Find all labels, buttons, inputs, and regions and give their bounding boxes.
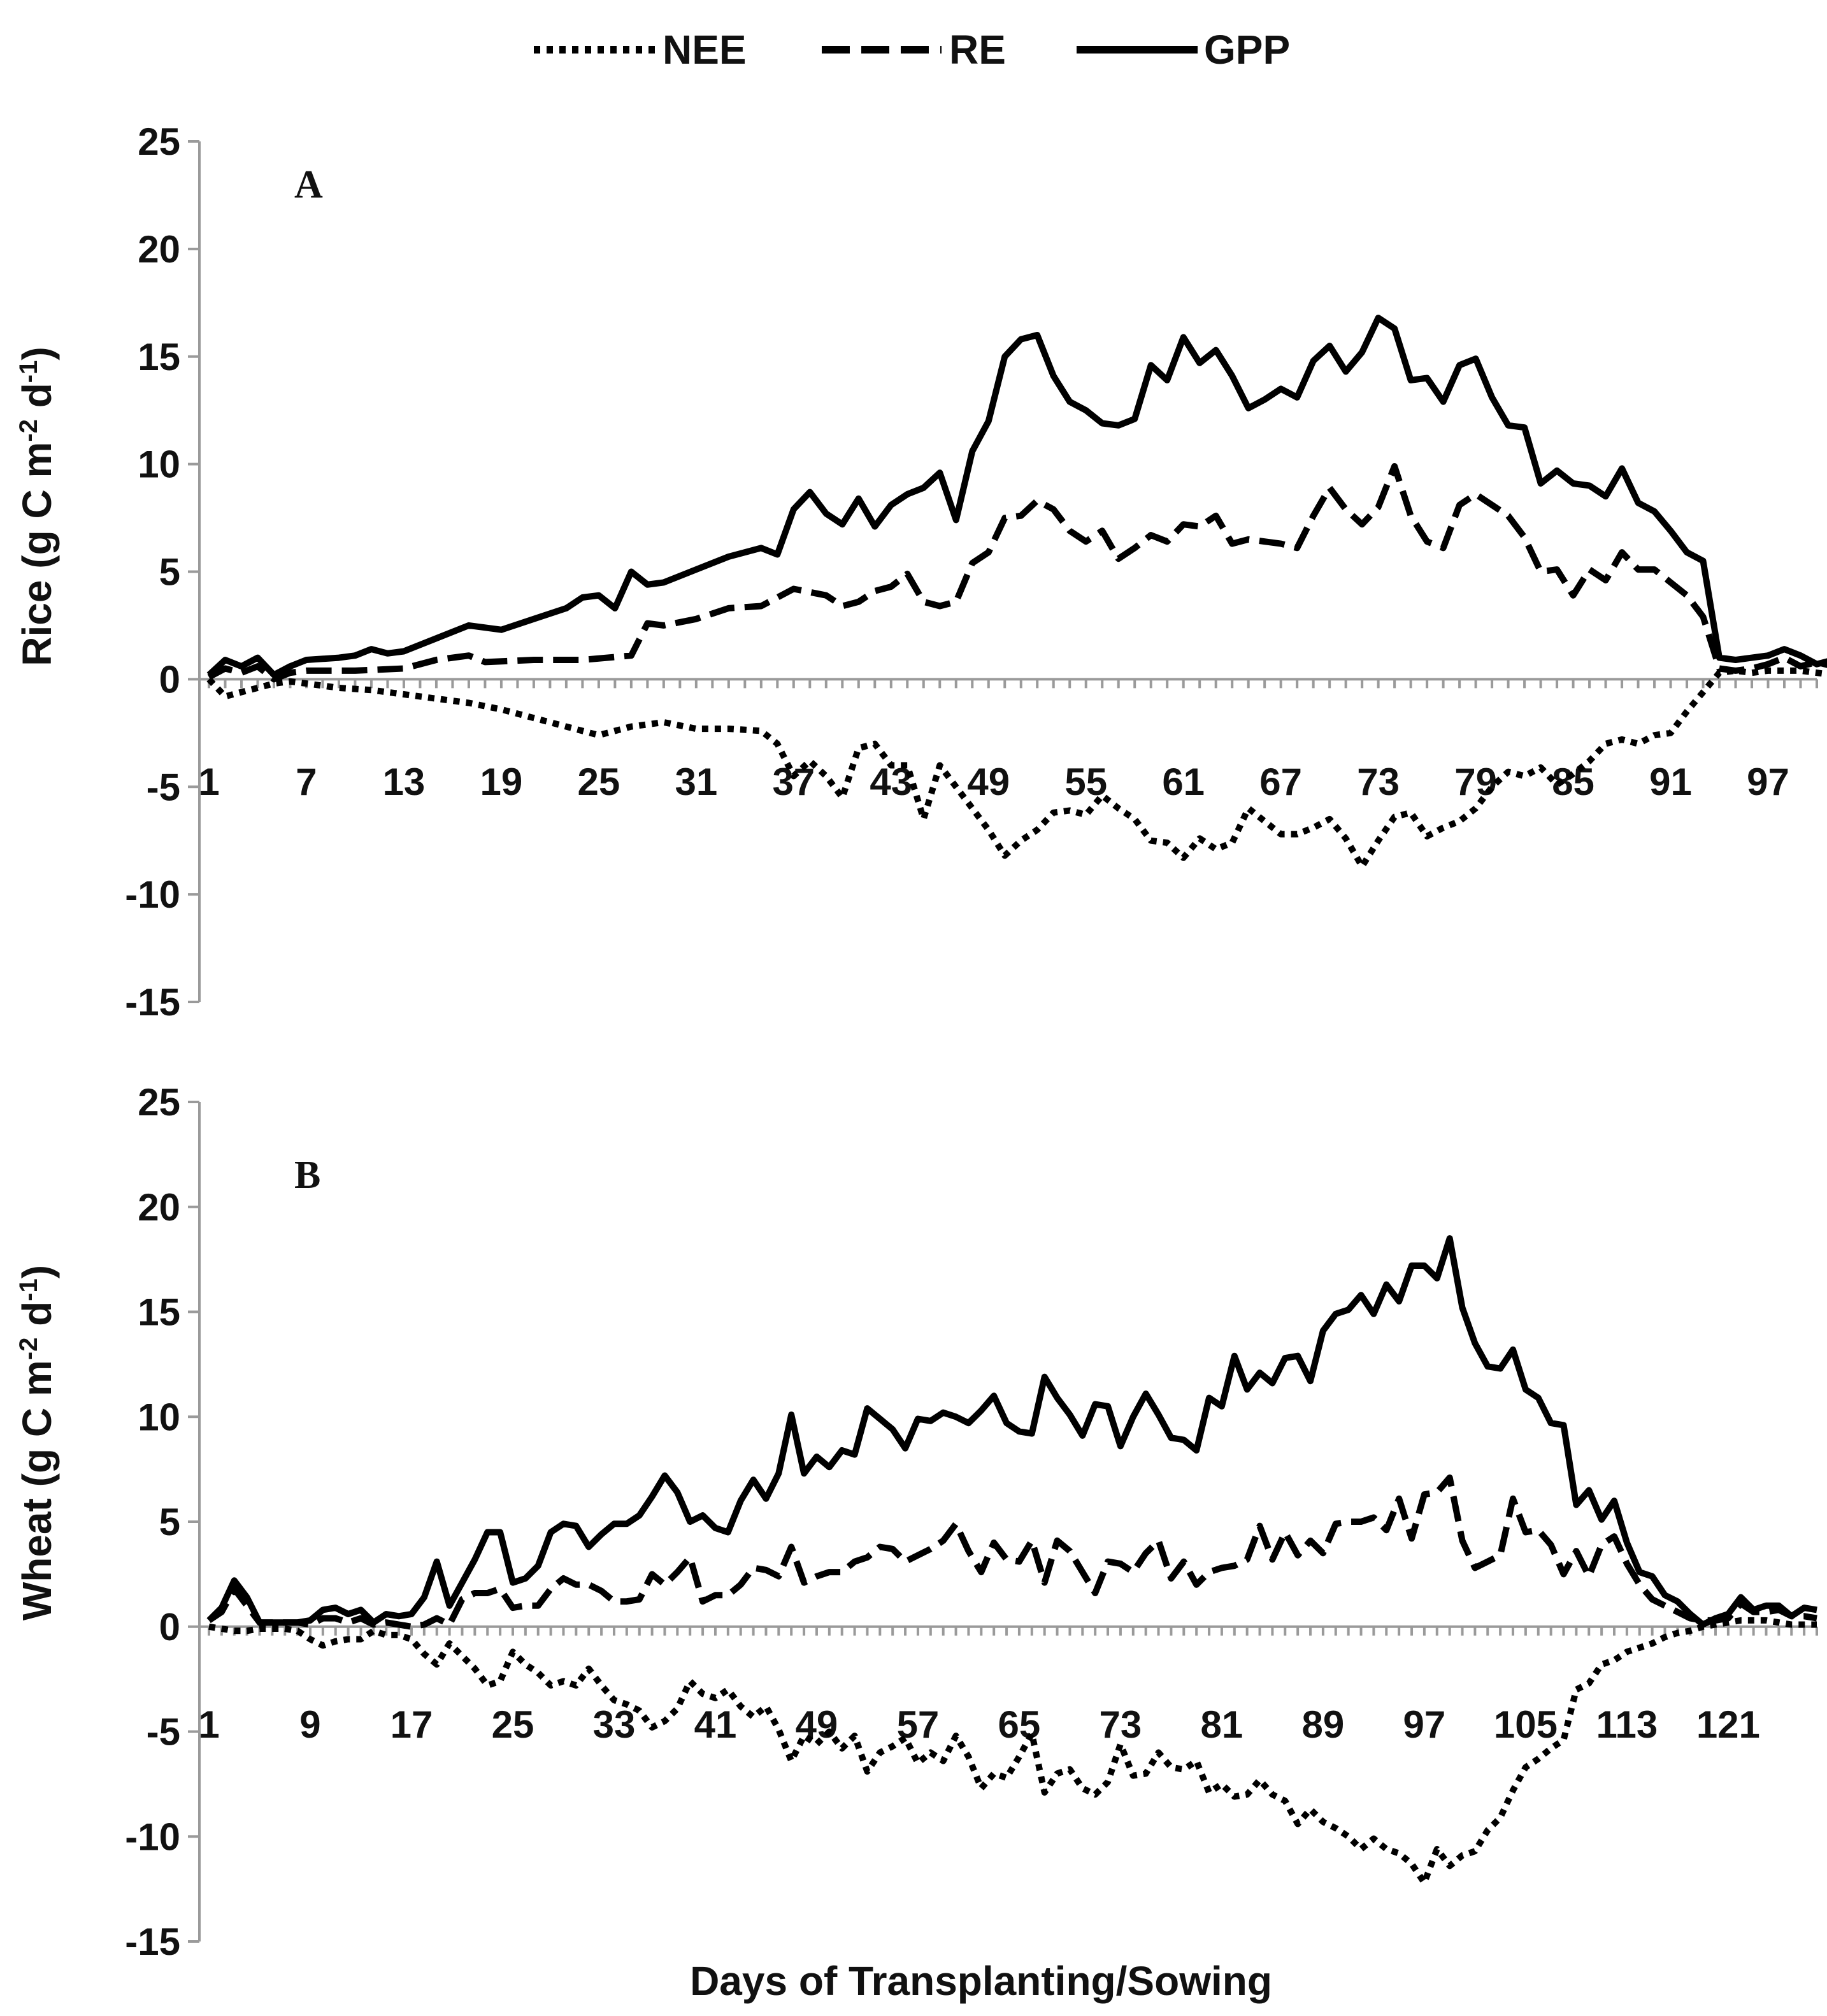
- panel-b-series: [206, 1235, 1817, 1886]
- y-tick-label: -5: [147, 1711, 180, 1754]
- x-tick-label: 1: [198, 761, 219, 803]
- y-tick-label: 15: [138, 1291, 180, 1334]
- x-tick-label: 67: [1259, 761, 1302, 803]
- y-axis-title-rice-sup1: -2: [15, 419, 43, 442]
- x-tick-label: 17: [390, 1703, 433, 1746]
- x-tick-label: 37: [772, 761, 815, 803]
- y-axis-title-rice-end: ): [14, 347, 60, 360]
- y-axis-title-rice: Rice (g C m-2 d-1): [14, 347, 60, 666]
- x-axis-title: Days of Transplanting/Sowing: [690, 1958, 1272, 2004]
- panel-a-rice: A Rice (g C m-2 d-1) 25 20 15 10 5 0 -5 -10 -15 1…: [14, 120, 1827, 1024]
- y-tick-label: 25: [138, 120, 180, 163]
- legend-item-re: RE: [822, 27, 1006, 73]
- y-tick-label: 25: [138, 1081, 180, 1124]
- y-tick-label: 15: [138, 336, 180, 378]
- x-tick-label: 49: [796, 1703, 838, 1746]
- legend: NEE RE GPP: [534, 27, 1290, 73]
- y-tick-label: 10: [138, 443, 180, 486]
- panel-b-wheat: B Wheat (g C m-2 d-1) 2520151050-5-10-15…: [14, 1081, 1818, 1963]
- panel-letter-b: B: [294, 1154, 320, 1197]
- x-tick-label: 33: [593, 1703, 636, 1746]
- x-tick-label: 65: [998, 1703, 1041, 1746]
- y-axis-title-wheat-main: Wheat (g C m: [14, 1360, 60, 1620]
- y-axis-title-wheat-sup2: -1: [15, 1278, 43, 1301]
- x-tick-label: 49: [967, 761, 1010, 803]
- x-tick-label: 61: [1162, 761, 1205, 803]
- y-axis-title-rice-sup2: -1: [15, 361, 43, 383]
- x-tick-label: 79: [1454, 761, 1497, 803]
- y-tick-label: 20: [138, 228, 180, 271]
- y-tick-label: -10: [125, 1815, 180, 1858]
- y-axis-title-rice-main: Rice (g C m: [14, 442, 60, 666]
- legend-label-nee: NEE: [663, 27, 747, 73]
- x-tick-label: 91: [1649, 761, 1692, 803]
- y-axis-title-wheat-sup1: -2: [15, 1338, 43, 1361]
- legend-item-gpp: GPP: [1077, 27, 1290, 73]
- x-tick-label: 9: [299, 1703, 320, 1746]
- x-tick-label: 31: [675, 761, 717, 803]
- x-tick-label: 13: [383, 761, 426, 803]
- y-axis-title-rice-mid: d: [14, 383, 60, 419]
- y-tick-label: 5: [159, 551, 180, 594]
- y-tick-label: -15: [125, 1920, 180, 1963]
- legend-item-nee: NEE: [534, 27, 747, 73]
- series-line-re: [207, 1474, 1817, 1630]
- x-tick-label: 41: [694, 1703, 737, 1746]
- panel-letter-a: A: [294, 163, 323, 206]
- x-tick-label: 97: [1403, 1703, 1446, 1746]
- y-tick-label: -5: [147, 766, 180, 808]
- legend-label-gpp: GPP: [1204, 27, 1290, 73]
- series-line-re: [207, 463, 1827, 683]
- x-tick-label: 73: [1100, 1703, 1142, 1746]
- y-tick-label: -15: [125, 981, 180, 1024]
- y-tick-label: 20: [138, 1186, 180, 1229]
- x-tick-label: 81: [1201, 1703, 1243, 1746]
- x-tick-label: 7: [296, 761, 317, 803]
- x-tick-label: 105: [1494, 1703, 1558, 1746]
- x-tick-label: 19: [480, 761, 523, 803]
- y-axis-title-wheat-mid: d: [14, 1301, 60, 1338]
- x-tick-label: 25: [578, 761, 620, 803]
- x-tick-label: 1: [198, 1703, 219, 1746]
- series-line-nee: [208, 1617, 1817, 1886]
- y-tick-label: 0: [159, 1606, 180, 1648]
- legend-label-re: RE: [949, 27, 1006, 73]
- x-tick-label: 73: [1357, 761, 1400, 803]
- y-axis-title-wheat-end: ): [14, 1265, 60, 1278]
- x-tick-label: 89: [1302, 1703, 1345, 1746]
- y-tick-label: 10: [138, 1396, 180, 1438]
- series-line-nee: [206, 667, 1827, 870]
- y-tick-label: 0: [159, 658, 180, 701]
- x-tick-label: 121: [1696, 1703, 1760, 1746]
- series-line-gpp: [206, 1235, 1817, 1628]
- series-line-gpp: [206, 315, 1827, 678]
- x-tick-label: 55: [1064, 761, 1107, 803]
- y-tick-label: -10: [125, 873, 180, 916]
- x-tick-label: 25: [492, 1703, 534, 1746]
- x-tick-label: 113: [1596, 1703, 1658, 1746]
- panel-a-series: [206, 315, 1827, 870]
- x-tick-label: 97: [1747, 761, 1789, 803]
- y-tick-label: 5: [159, 1501, 180, 1543]
- y-axis-title-wheat: Wheat (g C m-2 d-1): [14, 1265, 60, 1620]
